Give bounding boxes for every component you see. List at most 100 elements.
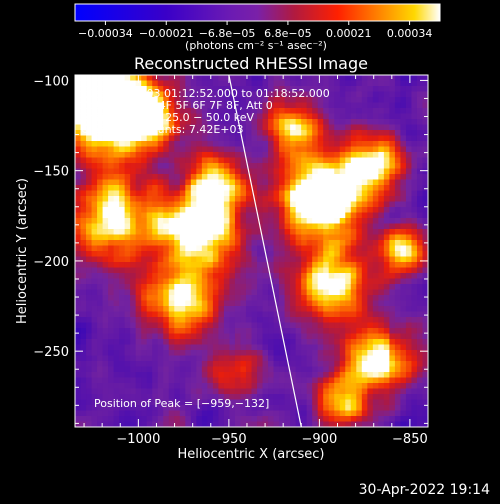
heatmap-cell (80, 179, 87, 186)
heatmap-cell (389, 284, 396, 290)
heatmap-cell (262, 278, 269, 285)
heatmap-cell (102, 141, 109, 147)
heatmap-cell (334, 135, 341, 142)
heatmap-cell (339, 240, 346, 246)
heatmap-cell (97, 410, 103, 417)
heatmap-cell (108, 119, 115, 125)
heatmap-cell (141, 130, 148, 136)
heatmap-cell (334, 141, 341, 147)
heatmap-cell (284, 289, 291, 296)
heatmap-cell (135, 212, 142, 219)
heatmap-cell (394, 119, 401, 125)
heatmap-cell (328, 119, 335, 125)
colorbar (74, 3, 441, 22)
heatmap-cell (135, 300, 142, 307)
heatmap-cell (80, 135, 87, 142)
heatmap-cell (389, 113, 396, 120)
heatmap-cell (229, 262, 236, 268)
heatmap-cell (223, 201, 230, 208)
heatmap-cell (323, 135, 330, 142)
heatmap-cell (279, 80, 285, 87)
heatmap-cell (356, 152, 363, 158)
heatmap-cell (218, 168, 225, 175)
heatmap-cell (124, 416, 131, 422)
heatmap-cell (339, 168, 346, 175)
heatmap-cell (234, 141, 241, 147)
heatmap-cell (411, 218, 418, 224)
heatmap-cell (212, 146, 219, 153)
heatmap-cell (163, 75, 170, 81)
heatmap-cell (422, 317, 428, 323)
heatmap-cell (411, 284, 418, 290)
heatmap-cell (262, 130, 269, 136)
heatmap-cell (284, 146, 291, 153)
heatmap-cell (75, 295, 81, 301)
heatmap-cell (295, 372, 302, 378)
heatmap-cell (196, 372, 203, 378)
heatmap-cell (229, 135, 236, 142)
heatmap-cell (168, 394, 175, 400)
heatmap-cell (240, 163, 247, 169)
heatmap-cell (245, 251, 252, 257)
heatmap-cell (389, 108, 396, 114)
heatmap-cell (146, 168, 153, 175)
heatmap-cell (361, 262, 368, 268)
heatmap-cell (356, 278, 363, 285)
heatmap-cell (80, 278, 87, 285)
heatmap-cell (317, 119, 324, 125)
heatmap-cell (234, 322, 241, 329)
heatmap-cell (124, 86, 131, 92)
heatmap-cell (113, 245, 120, 252)
heatmap-cell (306, 284, 313, 290)
heatmap-cell (119, 421, 126, 427)
heatmap-cell (130, 119, 137, 125)
heatmap-cell (405, 190, 412, 197)
heatmap-cell (339, 97, 346, 103)
heatmap-cell (323, 256, 330, 263)
heatmap-cell (185, 377, 192, 384)
heatmap-cell (141, 416, 148, 422)
heatmap-cell (245, 300, 252, 307)
heatmap-cell (86, 361, 92, 367)
heatmap-cell (163, 355, 170, 362)
heatmap-cell (113, 344, 120, 351)
heatmap-cell (218, 234, 225, 241)
heatmap-cell (135, 135, 142, 142)
heatmap-cell (306, 311, 313, 318)
heatmap-cell (207, 399, 214, 406)
heatmap-cell (306, 306, 313, 312)
heatmap-cell (119, 223, 126, 230)
heatmap-cell (356, 317, 363, 323)
heatmap-cell (130, 284, 137, 290)
heatmap-cell (157, 174, 164, 180)
heatmap-cell (306, 240, 313, 246)
heatmap-cell (185, 218, 192, 224)
heatmap-cell (383, 157, 390, 164)
heatmap-cell (345, 366, 352, 373)
heatmap-cell (245, 240, 252, 246)
heatmap-cell (163, 185, 170, 191)
heatmap-cell (229, 102, 236, 109)
heatmap-cell (372, 355, 379, 362)
heatmap-cell (251, 278, 258, 285)
heatmap-cell (323, 196, 330, 202)
heatmap-cell (405, 405, 412, 411)
heatmap-cell (97, 75, 103, 81)
heatmap-cell (301, 322, 308, 329)
heatmap-cell (372, 295, 379, 301)
heatmap-cell (157, 207, 164, 213)
heatmap-cell (190, 300, 197, 307)
heatmap-cell (108, 328, 115, 334)
heatmap-cell (130, 223, 137, 230)
heatmap-cell (119, 174, 126, 180)
heatmap-cell (372, 306, 379, 312)
heatmap-cell (119, 97, 126, 103)
heatmap-cell (345, 317, 352, 323)
heatmap-cell (350, 306, 357, 312)
heatmap-cell (306, 388, 313, 395)
heatmap-cell (262, 322, 269, 329)
heatmap-cell (157, 179, 164, 186)
heatmap-cell (411, 135, 418, 142)
heatmap-cell (185, 179, 192, 186)
heatmap-cell (312, 344, 319, 351)
